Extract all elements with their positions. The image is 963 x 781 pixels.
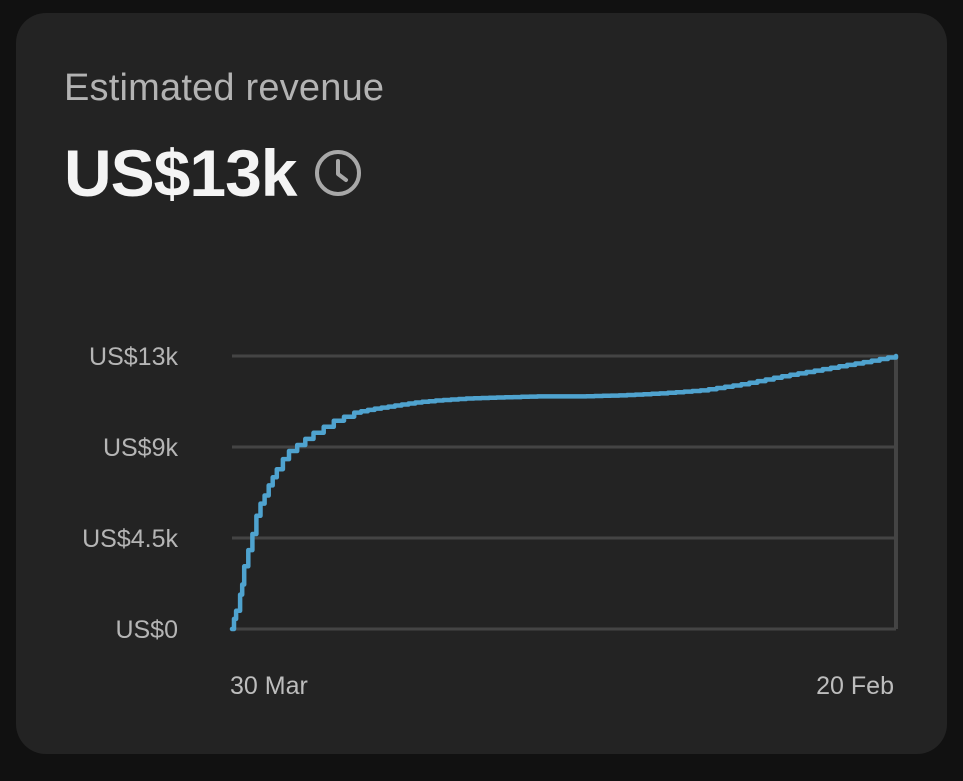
clock-icon[interactable] (313, 148, 363, 198)
y-tick-label: US$0 (115, 616, 178, 644)
headline-row: US$13k (64, 133, 363, 213)
x-tick-label-end: 20 Feb (816, 672, 894, 700)
grid-layer (232, 354, 896, 631)
y-tick-label: US$9k (103, 434, 179, 462)
y-tick-label: US$13k (89, 343, 178, 371)
total-revenue-value: US$13k (64, 136, 298, 210)
card-title: Estimated revenue (64, 67, 385, 109)
series-layer (229, 353, 899, 632)
y-tick-label: US$4.5k (82, 525, 178, 553)
x-tick-label-start: 30 Mar (230, 672, 308, 700)
label-layer: US$0 US$4.5k US$9k US$13k 30 Mar 20 Feb (82, 343, 894, 700)
revenue-series-line (229, 353, 899, 632)
